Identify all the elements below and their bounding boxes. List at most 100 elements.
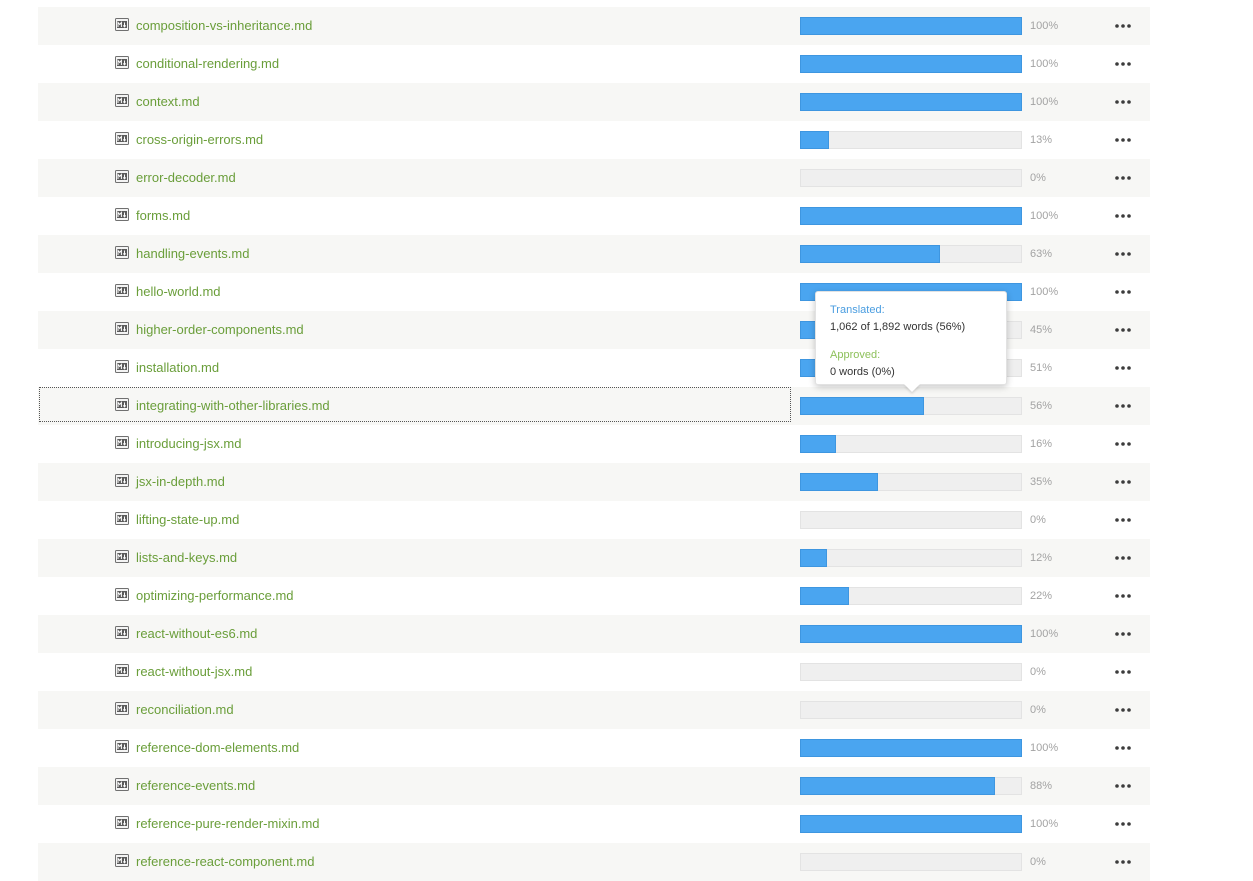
file-name-link[interactable]: optimizing-performance.md [136, 588, 294, 603]
more-options-button[interactable] [1109, 17, 1137, 35]
translation-progress-bar[interactable] [800, 625, 1022, 643]
more-options-button[interactable] [1109, 777, 1137, 795]
file-row: handling-events.md 63% [38, 235, 1150, 273]
translation-progress-bar[interactable] [800, 397, 1022, 415]
file-row: composition-vs-inheritance.md 100% [38, 7, 1150, 45]
progress-percent: 88% [1030, 780, 1053, 792]
more-options-icon [1115, 100, 1131, 104]
markdown-file-icon [115, 132, 129, 145]
file-row: lists-and-keys.md 12% [38, 539, 1150, 577]
file-name-link[interactable]: forms.md [136, 208, 191, 223]
file-name-link[interactable]: lists-and-keys.md [136, 550, 238, 565]
translation-progress-fill [800, 777, 995, 795]
more-options-icon [1115, 518, 1131, 522]
more-options-button[interactable] [1109, 473, 1137, 491]
file-name-link[interactable]: lifting-state-up.md [136, 512, 240, 527]
file-name-link[interactable]: handling-events.md [136, 246, 250, 261]
file-list: composition-vs-inheritance.md 100% condi… [38, 7, 1150, 881]
translation-progress-bar[interactable] [800, 701, 1022, 719]
file-name-link[interactable]: composition-vs-inheritance.md [136, 18, 313, 33]
translation-progress-bar[interactable] [800, 207, 1022, 225]
more-options-button[interactable] [1109, 625, 1137, 643]
file-name-link[interactable]: reference-events.md [136, 778, 256, 793]
file-row: integrating-with-other-libraries.md 56% [38, 387, 1150, 425]
more-options-button[interactable] [1109, 283, 1137, 301]
more-options-button[interactable] [1109, 549, 1137, 567]
file-name-link[interactable]: reference-react-component.md [136, 854, 315, 869]
translation-progress-bar[interactable] [800, 511, 1022, 529]
tooltip-translated-value: 1,062 of 1,892 words (56%) [830, 321, 966, 333]
file-name-link[interactable]: cross-origin-errors.md [136, 132, 264, 147]
more-options-icon [1115, 746, 1131, 750]
file-name-link[interactable]: jsx-in-depth.md [136, 474, 225, 489]
progress-percent: 0% [1030, 172, 1046, 184]
translation-progress-bar[interactable] [800, 55, 1022, 73]
more-options-button[interactable] [1109, 511, 1137, 529]
more-options-button[interactable] [1109, 359, 1137, 377]
translation-progress-bar[interactable] [800, 587, 1022, 605]
progress-percent: 63% [1030, 248, 1053, 260]
more-options-button[interactable] [1109, 397, 1137, 415]
progress-percent: 100% [1030, 58, 1059, 70]
progress-percent: 0% [1030, 704, 1046, 716]
markdown-file-icon [115, 474, 129, 487]
markdown-file-icon [115, 816, 129, 829]
file-name-link[interactable]: hello-world.md [136, 284, 221, 299]
translation-progress-bar[interactable] [800, 739, 1022, 757]
translation-progress-fill [800, 549, 827, 567]
file-name-link[interactable]: installation.md [136, 360, 220, 375]
file-name-link[interactable]: reference-dom-elements.md [136, 740, 300, 755]
file-name-link[interactable]: conditional-rendering.md [136, 56, 280, 71]
more-options-button[interactable] [1109, 93, 1137, 111]
translation-progress-bar[interactable] [800, 549, 1022, 567]
more-options-button[interactable] [1109, 739, 1137, 757]
tooltip-approved-label: Approved: [830, 349, 881, 361]
file-row: cross-origin-errors.md 13% [38, 121, 1150, 159]
translation-progress-bar[interactable] [800, 853, 1022, 871]
more-options-button[interactable] [1109, 131, 1137, 149]
file-name-link[interactable]: reconciliation.md [136, 702, 234, 717]
more-options-button[interactable] [1109, 853, 1137, 871]
file-name-link[interactable]: reference-pure-render-mixin.md [136, 816, 320, 831]
translation-progress-bar[interactable] [800, 93, 1022, 111]
translation-progress-bar[interactable] [800, 245, 1022, 263]
more-options-icon [1115, 556, 1131, 560]
translation-progress-bar[interactable] [800, 131, 1022, 149]
translation-progress-bar[interactable] [800, 777, 1022, 795]
translation-progress-bar[interactable] [800, 663, 1022, 681]
file-name-link[interactable]: react-without-jsx.md [136, 664, 253, 679]
translation-progress-fill [800, 435, 836, 453]
markdown-file-icon [115, 512, 129, 525]
file-row: react-without-es6.md 100% [38, 615, 1150, 653]
translation-progress-bar[interactable] [800, 473, 1022, 491]
file-name-link[interactable]: higher-order-components.md [136, 322, 304, 337]
translation-progress-bar[interactable] [800, 815, 1022, 833]
translation-progress-bar[interactable] [800, 435, 1022, 453]
more-options-button[interactable] [1109, 245, 1137, 263]
file-name-link[interactable]: integrating-with-other-libraries.md [136, 398, 330, 413]
progress-percent: 22% [1030, 590, 1053, 602]
progress-percent: 100% [1030, 818, 1059, 830]
more-options-button[interactable] [1109, 321, 1137, 339]
more-options-button[interactable] [1109, 435, 1137, 453]
more-options-button[interactable] [1109, 701, 1137, 719]
file-name-link[interactable]: introducing-jsx.md [136, 436, 242, 451]
more-options-button[interactable] [1109, 815, 1137, 833]
translation-progress-bar[interactable] [800, 169, 1022, 187]
more-options-button[interactable] [1109, 663, 1137, 681]
translation-progress-fill [800, 131, 829, 149]
more-options-button[interactable] [1109, 587, 1137, 605]
file-name-link[interactable]: error-decoder.md [136, 170, 236, 185]
more-options-button[interactable] [1109, 55, 1137, 73]
translation-progress-bar[interactable] [800, 17, 1022, 35]
more-options-button[interactable] [1109, 169, 1137, 187]
progress-percent: 35% [1030, 476, 1053, 488]
more-options-icon [1115, 62, 1131, 66]
translation-progress-fill [800, 625, 1022, 643]
translation-progress-fill [800, 17, 1022, 35]
progress-percent: 12% [1030, 552, 1053, 564]
more-options-button[interactable] [1109, 207, 1137, 225]
file-name-link[interactable]: context.md [136, 94, 200, 109]
file-name-link[interactable]: react-without-es6.md [136, 626, 258, 641]
progress-percent: 45% [1030, 324, 1053, 336]
